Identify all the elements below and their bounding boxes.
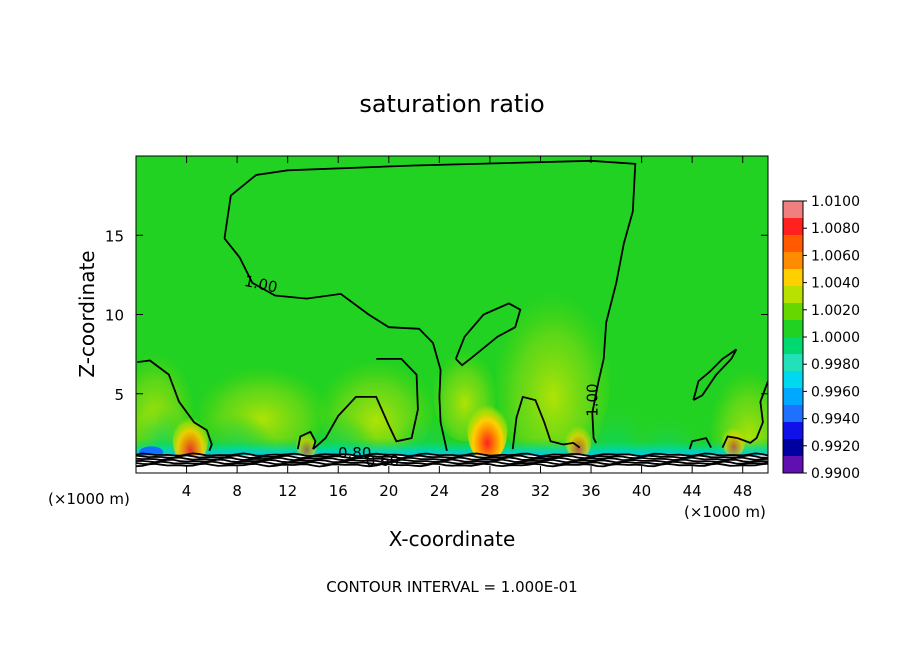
contour-interval-note: CONTOUR INTERVAL = 1.000E-01 <box>326 578 577 596</box>
colorbar-swatch-2 <box>783 235 803 253</box>
x-tick-label-11: 48 <box>733 482 752 500</box>
colorbar-swatch-11 <box>783 388 803 406</box>
contour-surface-0 <box>136 452 768 458</box>
colorbar-swatch-0 <box>783 201 803 219</box>
colorbar-label-5: 1.0000 <box>811 330 860 346</box>
contour-right <box>688 437 712 450</box>
chart-title: saturation ratio <box>359 90 544 118</box>
colorbar-swatch-10 <box>783 371 803 389</box>
contour-1-00-sub <box>223 237 448 451</box>
x-axis-ticks: 4 8 12 16 20 24 28 32 36 40 44 48 <box>182 156 752 500</box>
x-axis-label: X-coordinate <box>389 527 516 551</box>
colorbar-label-7: 0.9960 <box>811 384 860 400</box>
colorbar-swatch-8 <box>783 337 803 355</box>
x-tick-label-0: 4 <box>182 482 192 500</box>
y-tick-label-0: 5 <box>114 386 124 404</box>
colorbar-swatch-6 <box>783 303 803 321</box>
x-tick-label-9: 40 <box>632 482 651 500</box>
contour-right-loop <box>692 348 738 401</box>
colorbar-swatch-15 <box>783 456 803 474</box>
contour-left <box>137 359 213 452</box>
x-tick-label-1: 8 <box>232 482 242 500</box>
colorbar-label-1: 1.0080 <box>811 221 860 237</box>
x-tick-label-3: 16 <box>329 482 348 500</box>
colorbar-swatch-12 <box>783 405 803 423</box>
x-tick-label-6: 28 <box>480 482 499 500</box>
y-axis-label: Z-coordinate <box>75 250 99 377</box>
contour-layer <box>136 159 768 468</box>
colorbar-label-4: 1.0020 <box>811 303 860 319</box>
x-tick-label-8: 36 <box>581 482 600 500</box>
hotspot-4 <box>296 429 318 459</box>
colorbar-swatch-5 <box>783 286 803 304</box>
x-unit-right: (×1000 m) <box>684 503 766 521</box>
contour-far-right <box>721 380 768 448</box>
contour-labels: 1.001.000.800.60 <box>243 272 602 470</box>
colorbar-swatch-4 <box>783 269 803 287</box>
contour-loop-small <box>454 302 522 367</box>
colorbar: 1.0100 1.0080 1.0060 1.0040 1.0020 1.0000 0.99… <box>782 194 860 482</box>
hotspot-1 <box>467 398 508 463</box>
colorbar-label-3: 1.0040 <box>811 276 860 292</box>
x-tick-label-4: 20 <box>379 482 398 500</box>
contour-label-3: 0.60 <box>366 452 399 470</box>
contour-surface-3 <box>136 458 768 464</box>
colorbar-label-10: 0.9900 <box>811 466 860 482</box>
contour-loop-mid <box>312 358 419 450</box>
colorbar-swatch-14 <box>783 439 803 457</box>
colorbar-label-6: 0.9980 <box>811 357 860 373</box>
x-tick-label-2: 12 <box>278 482 297 500</box>
plot-area <box>136 156 768 473</box>
contour-hot28 <box>511 395 581 450</box>
colorbar-swatch-9 <box>783 354 803 372</box>
y-tick-label-1: 10 <box>105 307 124 325</box>
contour-1-00-main <box>223 159 637 444</box>
x-unit-left: (×1000 m) <box>48 490 130 508</box>
colorbar-swatch-7 <box>783 320 803 338</box>
contour-surface-5 <box>136 462 768 468</box>
low-level-band <box>136 438 768 456</box>
y-tick-label-2: 15 <box>105 227 124 245</box>
colorbar-label-9: 0.9920 <box>811 439 860 455</box>
colorbar-swatch-1 <box>783 218 803 236</box>
hotspot-2 <box>565 422 592 460</box>
field-layer <box>136 282 768 473</box>
x-tick-label-7: 32 <box>531 482 550 500</box>
y-axis-ticks: 5 10 15 <box>105 227 768 404</box>
contour-label-1: 1.00 <box>583 383 601 416</box>
colorbar-label-2: 1.0060 <box>811 248 860 264</box>
contour-center-left <box>296 430 317 450</box>
x-tick-label-5: 24 <box>430 482 449 500</box>
colorbar-swatch-3 <box>783 252 803 270</box>
x-tick-label-10: 44 <box>683 482 702 500</box>
colorbar-swatch-13 <box>783 422 803 440</box>
contour-label-2: 0.80 <box>338 444 371 462</box>
colorbar-label-0: 1.0100 <box>811 194 860 210</box>
hotspot-3 <box>722 423 746 457</box>
colorbar-label-8: 0.9940 <box>811 412 860 428</box>
